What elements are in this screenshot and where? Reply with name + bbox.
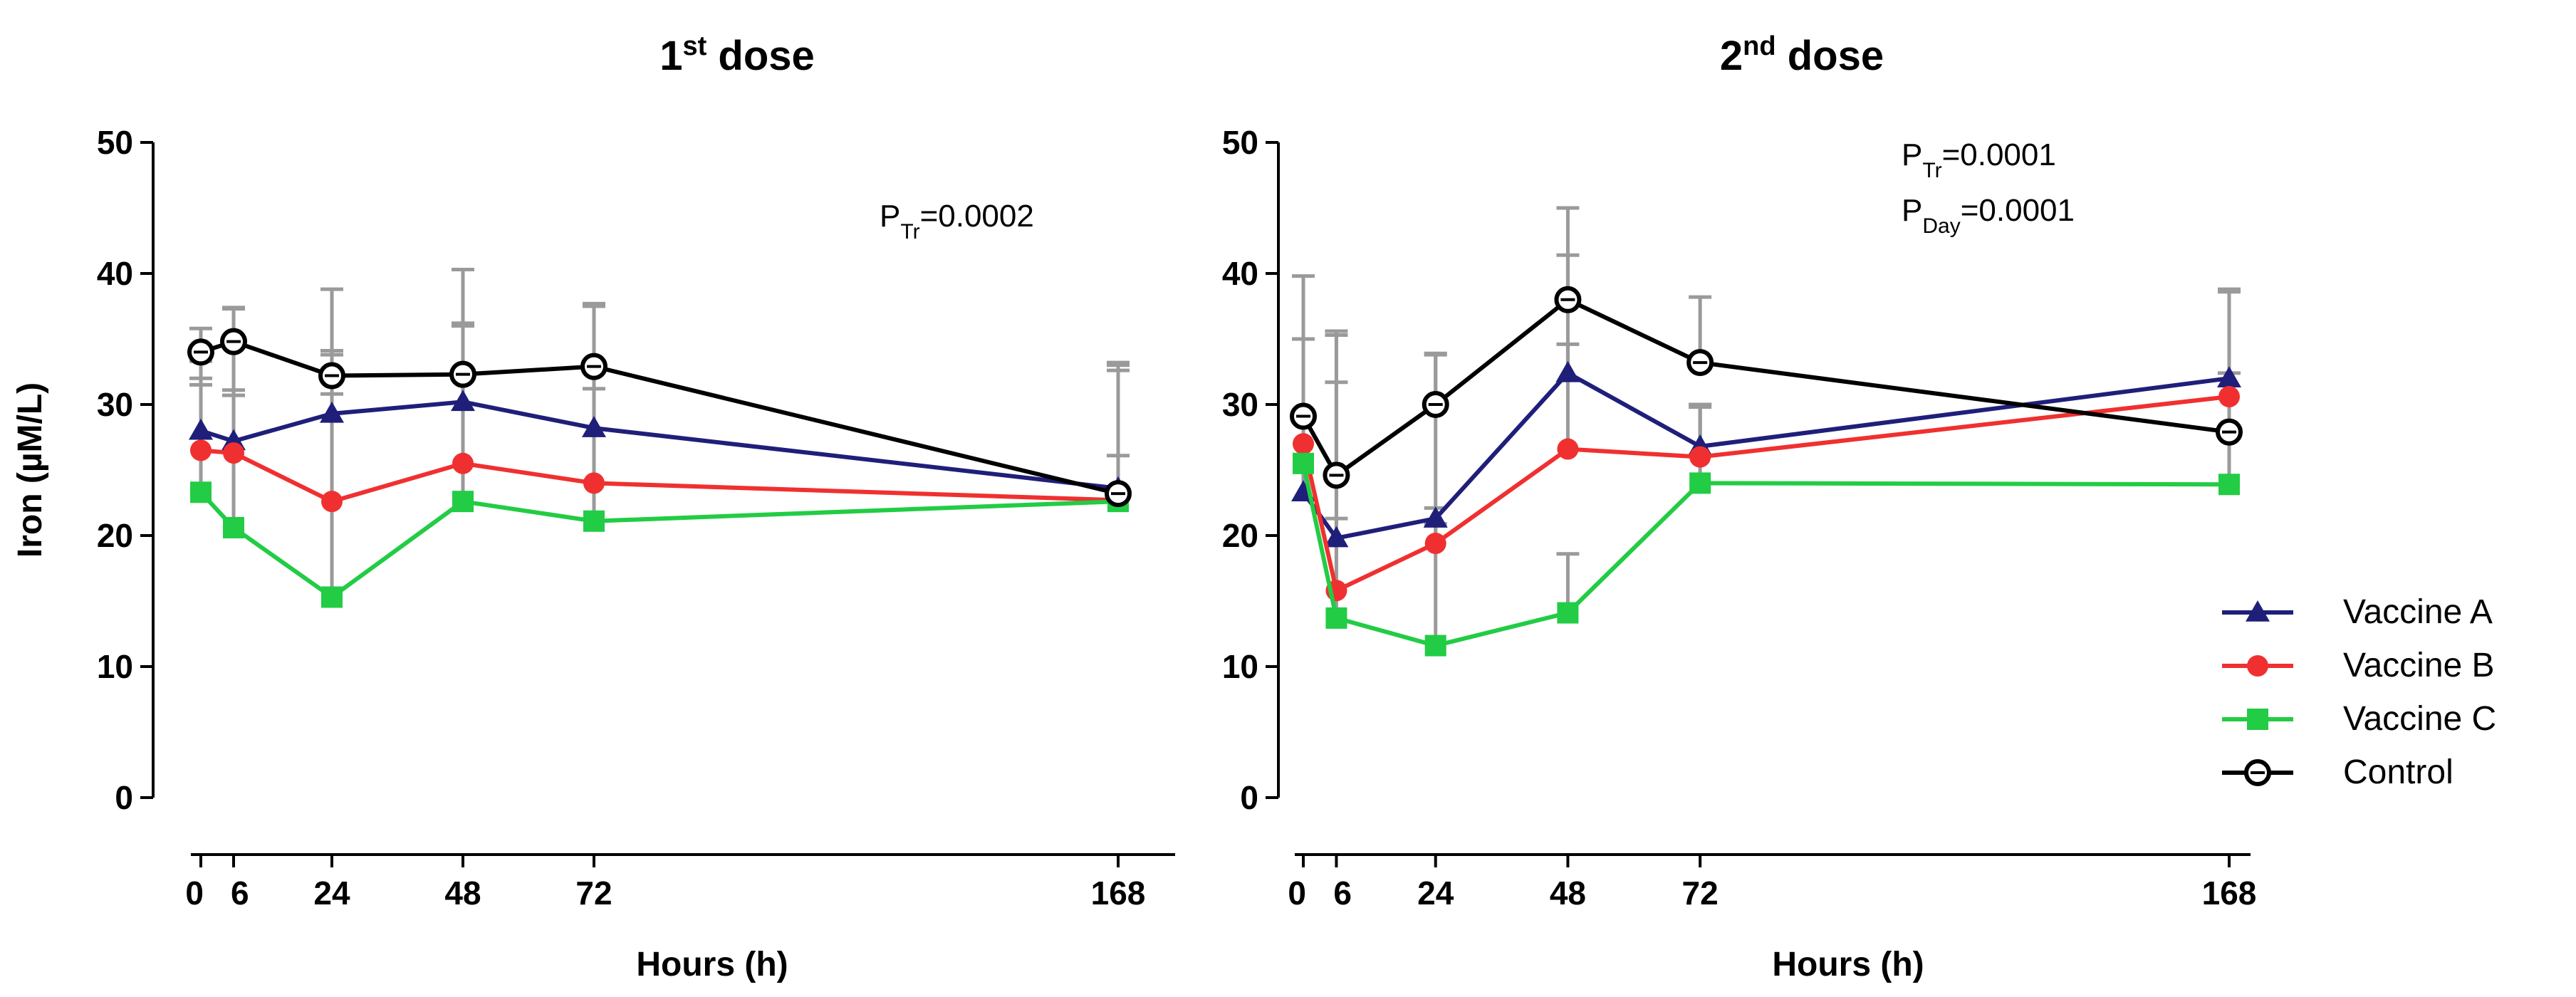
data-point-vaccine-b <box>583 472 605 494</box>
data-point-vaccine-c <box>1689 472 1711 494</box>
data-point-legend-vaccine-a <box>2246 600 2270 622</box>
series-vaccine-a <box>189 390 1130 498</box>
data-point-vaccine-c <box>1293 452 1314 474</box>
y-tick-label-10: 10 <box>97 648 133 685</box>
y-tick-label-30: 30 <box>97 386 133 423</box>
p-value-annotation: PTr=0.0002 <box>880 199 1034 244</box>
data-point-vaccine-b <box>321 491 343 513</box>
data-point-vaccine-c <box>321 586 343 608</box>
y-tick-label-30: 30 <box>1222 386 1258 423</box>
data-point-vaccine-b <box>452 452 474 474</box>
y-tick-label-20: 20 <box>97 517 133 554</box>
x-tick-label-24: 24 <box>1417 875 1454 912</box>
series-vaccine-b <box>1293 385 2240 602</box>
data-point-vaccine-c <box>2218 474 2240 496</box>
legend-label: Vaccine C <box>2343 700 2496 738</box>
x-tick-label-0: 0 <box>185 875 204 912</box>
panel-1st-dose: 1st dose Iron (µM/L) Hours (h) PTr=0.000… <box>11 31 1175 983</box>
data-point-vaccine-a <box>320 401 344 423</box>
data-point-vaccine-b <box>1424 533 1446 555</box>
series-control <box>1290 286 2243 489</box>
x-tick-label-168: 168 <box>2202 875 2257 912</box>
data-point-vaccine-a <box>2217 366 2241 387</box>
data-point-vaccine-b <box>223 442 244 464</box>
x-tick-label-24: 24 <box>313 875 350 912</box>
x-axis-label: Hours (h) <box>1772 946 1924 983</box>
panel-title-2nd-dose: 2nd dose <box>1720 31 1884 79</box>
y-tick-label-20: 20 <box>1222 517 1258 554</box>
data-point-vaccine-c <box>1325 607 1347 629</box>
y-tick-label-40: 40 <box>1222 255 1258 292</box>
y-axis-label: Iron (µM/L) <box>11 382 49 558</box>
x-tick-label-6: 6 <box>1333 875 1352 912</box>
data-point-vaccine-a <box>1555 360 1580 382</box>
series-line-vaccine-c <box>1301 463 2230 648</box>
panel-2nd-dose: 2nd dose Hours (h) PTr=0.0001 PDay=0.000… <box>1222 31 2257 983</box>
plot-area-2nd-dose <box>1290 206 2243 657</box>
y-tick-label-50: 50 <box>1222 124 1258 161</box>
x-tick-label-168: 168 <box>1091 875 1146 912</box>
x-tick-label-48: 48 <box>444 875 481 912</box>
legend-item-vaccine-c: Vaccine C <box>2222 700 2496 738</box>
data-point-vaccine-b <box>1689 446 1711 468</box>
x-tick-label-6: 6 <box>231 875 249 912</box>
series-vaccine-c <box>1293 452 2240 657</box>
panel-title-1st-dose: 1st dose <box>659 31 815 79</box>
series-line-vaccine-a <box>1301 370 2230 541</box>
x-tick-label-48: 48 <box>1550 875 1586 912</box>
y-tick-label-0: 0 <box>1240 779 1258 816</box>
legend-label: Vaccine B <box>2343 647 2495 684</box>
data-point-vaccine-b <box>1557 438 1579 460</box>
data-point-vaccine-a <box>1324 526 1349 548</box>
data-point-vaccine-a <box>451 390 475 412</box>
y-tick-label-50: 50 <box>97 124 133 161</box>
series-line-vaccine-b <box>1301 394 2230 593</box>
error-bars <box>189 267 1130 597</box>
legend-label: Control <box>2343 753 2454 791</box>
data-point-vaccine-c <box>1557 602 1579 624</box>
data-point-vaccine-b <box>190 439 212 461</box>
series-vaccine-a <box>1291 360 2241 548</box>
p-value-tr-annotation: PTr=0.0001 <box>1902 137 2056 182</box>
data-point-vaccine-b <box>2218 385 2240 407</box>
data-point-vaccine-c <box>223 516 244 538</box>
legend-label: Vaccine A <box>2343 593 2493 631</box>
data-point-vaccine-c <box>583 510 605 532</box>
y-tick-label-40: 40 <box>97 255 133 292</box>
p-value-day-annotation: PDay=0.0001 <box>1902 193 2075 238</box>
x-tick-label-72: 72 <box>1682 875 1719 912</box>
series-control <box>187 328 1132 508</box>
x-tick-label-72: 72 <box>575 875 612 912</box>
error-bars <box>1292 206 2241 646</box>
y-tick-label-0: 0 <box>115 779 133 816</box>
data-point-vaccine-a <box>189 418 213 440</box>
x-axis-label: Hours (h) <box>636 946 788 983</box>
legend-item-vaccine-b: Vaccine B <box>2222 647 2495 684</box>
x-tick-label-0: 0 <box>1288 875 1306 912</box>
legend-item-control: Control <box>2222 753 2454 791</box>
data-point-vaccine-a <box>1423 506 1448 528</box>
data-point-vaccine-c <box>452 491 474 513</box>
data-point-vaccine-c <box>190 481 212 503</box>
legend-item-vaccine-a: Vaccine A <box>2222 593 2493 631</box>
legend: Vaccine A Vaccine B Vaccine C Control <box>2222 593 2496 791</box>
data-point-vaccine-b <box>1293 433 1314 455</box>
series-vaccine-b <box>190 439 1129 513</box>
plot-area-1st-dose <box>187 267 1132 608</box>
data-point-legend-vaccine-c <box>2247 709 2268 730</box>
y-tick-label-10: 10 <box>1222 648 1258 685</box>
data-point-vaccine-a <box>582 416 606 437</box>
data-point-vaccine-c <box>1424 635 1446 657</box>
data-point-legend-vaccine-b <box>2247 655 2268 677</box>
